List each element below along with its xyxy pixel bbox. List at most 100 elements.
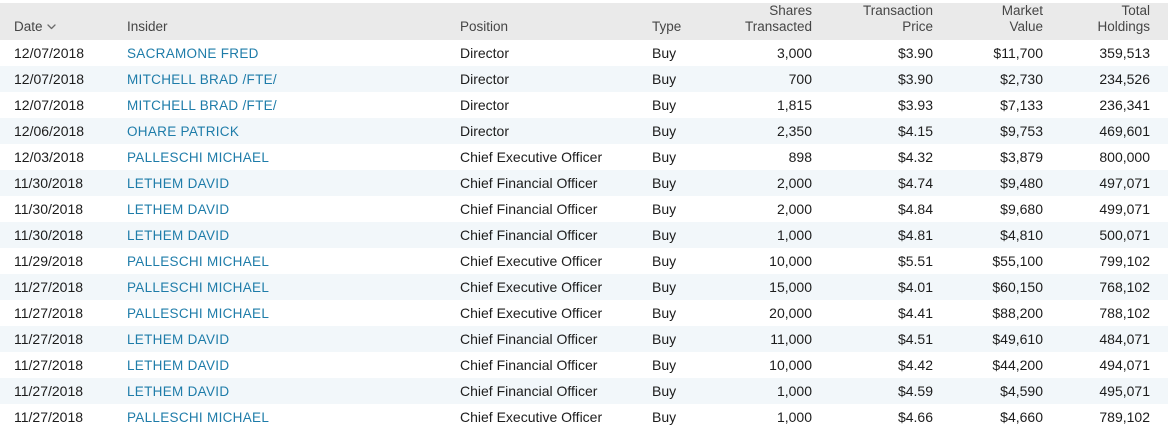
insider-link[interactable]: PALLESCHI MICHAEL (127, 410, 270, 425)
insider-cell: SACRAMONE FRED (127, 45, 460, 61)
insider-link[interactable]: LETHEM DAVID (127, 384, 230, 399)
type-cell: Buy (652, 45, 677, 61)
total_holdings-cell: 359,513 (1099, 45, 1150, 61)
shares_transacted-cell: 700 (788, 71, 812, 87)
date-cell: 11/30/2018 (14, 175, 84, 191)
position-cell: Chief Financial Officer (460, 357, 598, 373)
transaction_price-cell: $4.81 (897, 227, 933, 243)
shares_transacted-cell: 2,000 (776, 175, 812, 191)
shares_transacted-cell: 20,000 (769, 305, 812, 321)
column-header-total_holdings[interactable]: Total Holdings (1043, 3, 1150, 35)
total_holdings-cell: 500,071 (1099, 227, 1150, 243)
transaction_price-cell: $4.74 (897, 175, 933, 191)
insider-cell: PALLESCHI MICHAEL (127, 305, 460, 321)
column-header-shares_transacted[interactable]: Shares Transacted (712, 3, 812, 35)
shares_transacted-cell: 3,000 (776, 45, 812, 61)
position-cell: Chief Financial Officer (460, 175, 598, 191)
transaction_price-cell: $4.51 (897, 331, 933, 347)
type-cell: Buy (652, 279, 677, 295)
insider-cell: MITCHELL BRAD /FTE/ (127, 97, 460, 113)
shares_transacted-cell: 1,000 (776, 409, 812, 425)
type-cell: Buy (652, 149, 677, 165)
date-cell: 12/03/2018 (14, 149, 85, 165)
total_holdings-cell: 469,601 (1099, 123, 1150, 139)
column-header-label-text: Date (14, 19, 43, 34)
column-header-label: Insider (127, 19, 168, 34)
column-header-type[interactable]: Type (652, 19, 712, 35)
transaction_price-cell: $4.15 (897, 123, 933, 139)
transaction_price-cell: $4.59 (897, 383, 933, 399)
total_holdings-cell: 484,071 (1099, 331, 1150, 347)
total_holdings-cell: 789,102 (1099, 409, 1150, 425)
insider-cell: LETHEM DAVID (127, 175, 460, 191)
shares_transacted-cell: 898 (788, 149, 812, 165)
market_value-cell: $4,590 (1000, 383, 1043, 399)
column-header-label: Value (1009, 19, 1043, 34)
date-cell: 11/30/2018 (14, 201, 84, 217)
insider-cell: OHARE PATRICK (127, 123, 460, 139)
type-cell: Buy (652, 357, 677, 373)
insider-link[interactable]: SACRAMONE FRED (127, 46, 259, 61)
insider-cell: MITCHELL BRAD /FTE/ (127, 71, 460, 87)
insider-link[interactable]: LETHEM DAVID (127, 202, 230, 217)
column-header-insider[interactable]: Insider (127, 19, 460, 35)
column-header-date[interactable]: Date (0, 19, 127, 35)
market_value-cell: $9,680 (1000, 201, 1043, 217)
insider-cell: PALLESCHI MICHAEL (127, 409, 460, 425)
total_holdings-cell: 768,102 (1099, 279, 1150, 295)
insider-link[interactable]: PALLESCHI MICHAEL (127, 254, 270, 269)
market_value-cell: $4,810 (1000, 227, 1043, 243)
column-header-label: Type (652, 19, 682, 34)
position-cell: Director (460, 97, 510, 113)
table-row: 11/27/2018 LETHEM DAVID Chief Financial Of… (0, 326, 1168, 352)
type-cell: Buy (652, 123, 677, 139)
market_value-cell: $3,879 (1000, 149, 1043, 165)
chevron-down-icon (46, 24, 56, 30)
column-header-label: Market (1001, 3, 1043, 18)
position-cell: Chief Executive Officer (460, 253, 603, 269)
shares_transacted-cell: 10,000 (769, 253, 812, 269)
market_value-cell: $2,730 (1000, 71, 1043, 87)
market_value-cell: $9,753 (1000, 123, 1043, 139)
insider-link[interactable]: LETHEM DAVID (127, 358, 230, 373)
position-cell: Chief Executive Officer (460, 305, 603, 321)
date-cell: 11/27/2018 (14, 279, 84, 295)
date-cell: 11/27/2018 (14, 409, 84, 425)
column-header-market_value[interactable]: Market Value (933, 3, 1043, 35)
insider-link[interactable]: PALLESCHI MICHAEL (127, 306, 270, 321)
position-cell: Chief Executive Officer (460, 409, 603, 425)
insider-link[interactable]: LETHEM DAVID (127, 176, 230, 191)
market_value-cell: $49,610 (992, 331, 1043, 347)
insider-link[interactable]: LETHEM DAVID (127, 332, 230, 347)
column-header-position[interactable]: Position (460, 19, 652, 35)
insider-link[interactable]: LETHEM DAVID (127, 228, 230, 243)
type-cell: Buy (652, 97, 677, 113)
insider-link[interactable]: OHARE PATRICK (127, 124, 240, 139)
market_value-cell: $44,200 (992, 357, 1043, 373)
market_value-cell: $55,100 (992, 253, 1043, 269)
insider-link[interactable]: MITCHELL BRAD /FTE/ (127, 98, 277, 113)
insider-link[interactable]: PALLESCHI MICHAEL (127, 280, 270, 295)
transaction_price-cell: $3.93 (897, 97, 933, 113)
type-cell: Buy (652, 175, 677, 191)
position-cell: Chief Executive Officer (460, 149, 603, 165)
total_holdings-cell: 788,102 (1099, 305, 1150, 321)
total_holdings-cell: 494,071 (1099, 357, 1150, 373)
date-cell: 12/07/2018 (14, 71, 85, 87)
date-cell: 11/29/2018 (14, 253, 84, 269)
table-row: 11/27/2018 PALLESCHI MICHAEL Chief Executi… (0, 300, 1168, 326)
column-header-label: Position (460, 19, 509, 34)
table-body: 12/07/2018 SACRAMONE FRED Director Buy 3,000… (0, 40, 1168, 430)
insider-cell: PALLESCHI MICHAEL (127, 279, 460, 295)
market_value-cell: $4,660 (1000, 409, 1043, 425)
type-cell: Buy (652, 253, 677, 269)
insider-link[interactable]: PALLESCHI MICHAEL (127, 150, 270, 165)
insider-cell: LETHEM DAVID (127, 383, 460, 399)
column-header-label: Total (1121, 3, 1150, 18)
position-cell: Chief Financial Officer (460, 383, 598, 399)
market_value-cell: $60,150 (992, 279, 1043, 295)
date-cell: 11/27/2018 (14, 383, 84, 399)
column-header-transaction_price[interactable]: Transaction Price (812, 3, 933, 35)
insider-link[interactable]: MITCHELL BRAD /FTE/ (127, 72, 277, 87)
insider-cell: PALLESCHI MICHAEL (127, 253, 460, 269)
